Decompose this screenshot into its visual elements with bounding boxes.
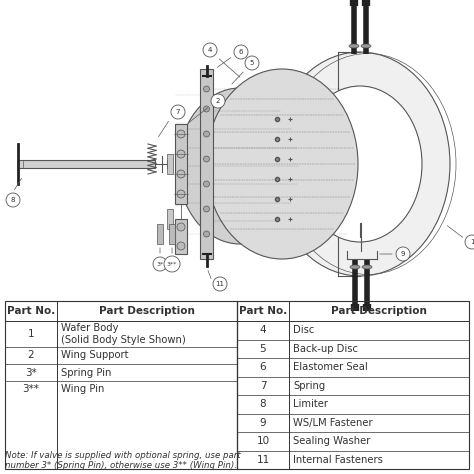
Text: 6: 6	[239, 49, 243, 55]
Text: Elastomer Seal: Elastomer Seal	[293, 362, 368, 372]
Ellipse shape	[298, 86, 422, 242]
Text: 9: 9	[401, 251, 405, 257]
Bar	[175, 219, 187, 254]
Bar	[200, 69, 213, 259]
Bar	[5, 301, 237, 469]
Text: 10: 10	[256, 436, 270, 446]
Circle shape	[203, 86, 210, 92]
Text: WS/LM Fastener: WS/LM Fastener	[293, 418, 373, 428]
Circle shape	[203, 181, 210, 187]
Bar	[167, 154, 173, 174]
Text: Part No.: Part No.	[239, 306, 287, 316]
Text: Spring: Spring	[293, 381, 325, 391]
Circle shape	[177, 150, 185, 158]
Text: Sealing Washer: Sealing Washer	[293, 436, 370, 446]
Bar	[167, 209, 173, 229]
Text: 7: 7	[260, 381, 266, 391]
Text: Part Description: Part Description	[99, 306, 195, 316]
Text: Wafer Body
(Solid Body Style Shown): Wafer Body (Solid Body Style Shown)	[61, 323, 186, 345]
Ellipse shape	[350, 265, 360, 269]
Text: 5: 5	[260, 344, 266, 354]
Ellipse shape	[178, 88, 302, 244]
Circle shape	[203, 106, 210, 112]
Text: 1: 1	[27, 329, 34, 339]
Circle shape	[164, 256, 180, 272]
Ellipse shape	[362, 265, 372, 269]
Text: Part No.: Part No.	[7, 306, 55, 316]
Circle shape	[177, 242, 185, 250]
Text: Wing Support: Wing Support	[61, 350, 128, 361]
Text: Disc: Disc	[293, 325, 314, 335]
Text: Part Description: Part Description	[331, 306, 427, 316]
Circle shape	[177, 130, 185, 138]
Text: 4: 4	[208, 47, 212, 53]
Circle shape	[211, 94, 225, 108]
Text: 3*: 3*	[25, 367, 37, 377]
Text: Back-up Disc: Back-up Disc	[293, 344, 358, 354]
Circle shape	[234, 45, 248, 59]
Circle shape	[203, 206, 210, 212]
Text: 3*: 3*	[156, 262, 164, 266]
Text: 11: 11	[256, 455, 270, 465]
Circle shape	[203, 43, 217, 57]
Text: Note: If valve is supplied with optional spring, use part
number 3* (Spring Pin): Note: If valve is supplied with optional…	[5, 451, 241, 470]
Circle shape	[203, 156, 210, 162]
Bar	[169, 224, 175, 244]
Circle shape	[203, 131, 210, 137]
Bar	[175, 124, 187, 204]
Text: 8: 8	[260, 399, 266, 409]
Text: Internal Fasteners: Internal Fasteners	[293, 455, 383, 465]
Circle shape	[245, 56, 259, 70]
Circle shape	[6, 193, 20, 207]
Circle shape	[171, 105, 185, 119]
Text: 8: 8	[11, 197, 15, 203]
Bar	[18, 160, 155, 168]
Circle shape	[203, 231, 210, 237]
Text: Wing Pin: Wing Pin	[61, 384, 104, 394]
Text: 6: 6	[260, 362, 266, 372]
Circle shape	[396, 247, 410, 261]
Text: Spring Pin: Spring Pin	[61, 367, 111, 377]
Ellipse shape	[361, 44, 371, 48]
Ellipse shape	[206, 69, 358, 259]
Text: 7: 7	[176, 109, 180, 115]
Text: 2: 2	[27, 350, 34, 361]
Circle shape	[177, 190, 185, 198]
Bar	[157, 224, 163, 244]
Text: Limiter: Limiter	[293, 399, 328, 409]
Text: 9: 9	[260, 418, 266, 428]
Circle shape	[465, 235, 474, 249]
Ellipse shape	[349, 44, 359, 48]
Ellipse shape	[270, 52, 450, 276]
Bar	[237, 301, 469, 469]
Text: 3**: 3**	[23, 384, 39, 394]
Circle shape	[177, 170, 185, 178]
Circle shape	[213, 277, 227, 291]
Circle shape	[153, 257, 167, 271]
Text: 3**: 3**	[167, 262, 177, 266]
Text: 4: 4	[260, 325, 266, 335]
Circle shape	[177, 223, 185, 231]
Text: 1: 1	[470, 239, 474, 245]
Text: 2: 2	[216, 98, 220, 104]
Text: 11: 11	[216, 281, 225, 287]
Text: 5: 5	[250, 60, 254, 66]
